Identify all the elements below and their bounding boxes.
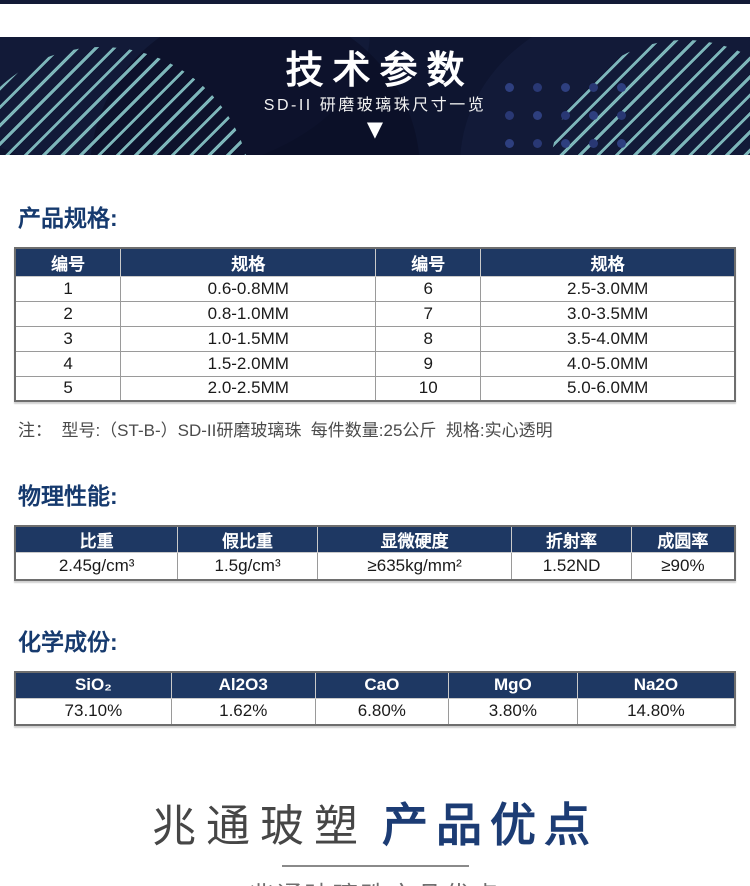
cell-size: 0.8-1.0MM	[120, 300, 377, 327]
cell-size: 3.0-3.5MM	[480, 300, 736, 327]
column-header: Al2O3	[170, 671, 316, 699]
column-header: 比重	[14, 525, 179, 553]
cell-size: 1.5-2.0MM	[120, 350, 377, 377]
cell-number: 3	[14, 325, 122, 352]
physical-table-header-row: 比重 假比重 显微硬度 折射率 成圆率	[14, 525, 736, 553]
cell-value: 1.52ND	[511, 552, 632, 580]
column-header: 编号	[375, 247, 482, 277]
chemical-composition-table: SiO₂ Al2O3 CaO MgO Na2O 73.10% 1.62% 6.8…	[14, 670, 736, 726]
cell-number: 1	[14, 275, 122, 302]
cell-value: 1.5g/cm³	[177, 552, 318, 580]
cell-value: 6.80%	[314, 698, 449, 725]
spec-section-heading: 产品规格:	[18, 205, 118, 231]
column-header: 显微硬度	[316, 525, 513, 553]
cell-value: 73.10%	[14, 698, 172, 725]
cell-size: 1.0-1.5MM	[120, 325, 377, 352]
column-header: 折射率	[511, 525, 632, 553]
banner: 技术参数 SD-II 研磨玻璃珠尺寸一览 ▼	[0, 37, 750, 155]
table-row: 1 0.6-0.8MM 6 2.5-3.0MM	[14, 275, 736, 302]
cell-number: 7	[375, 300, 482, 327]
cell-size: 2.5-3.0MM	[480, 275, 736, 302]
column-header: MgO	[447, 671, 578, 699]
top-divider-strip	[0, 0, 750, 4]
cell-size: 3.5-4.0MM	[480, 325, 736, 352]
footer-divider-line	[281, 864, 469, 867]
cell-number: 9	[375, 350, 482, 377]
spec-note: 注： 型号:（ST-B-）SD-II研磨玻璃珠 每件数量:25公斤 规格:实心透…	[18, 421, 553, 440]
column-header: SiO₂	[14, 671, 172, 699]
cell-value: 14.80%	[576, 698, 736, 725]
spec-table: 编号 规格 编号 规格 1 0.6-0.8MM 6 2.5-3.0MM 2 0.…	[14, 247, 736, 402]
cell-number: 10	[375, 375, 482, 402]
cell-size: 5.0-6.0MM	[480, 375, 736, 402]
column-header: 规格	[120, 247, 377, 277]
column-header: CaO	[314, 671, 449, 699]
footer-title: 产品优点	[382, 798, 598, 851]
chemical-section-heading: 化学成份:	[18, 628, 118, 655]
cell-value: 3.80%	[447, 698, 578, 725]
table-row: 4 1.5-2.0MM 9 4.0-5.0MM	[14, 350, 736, 377]
chemical-table-header-row: SiO₂ Al2O3 CaO MgO Na2O	[14, 671, 736, 699]
banner-content: 技术参数 SD-II 研磨玻璃珠尺寸一览 ▼	[0, 37, 750, 140]
table-row: 73.10% 1.62% 6.80% 3.80% 14.80%	[14, 698, 736, 725]
column-header: 假比重	[177, 525, 318, 553]
table-row: 2 0.8-1.0MM 7 3.0-3.5MM	[14, 300, 736, 327]
down-arrow-icon: ▼	[366, 117, 384, 141]
dot-grid-icon	[505, 83, 626, 148]
cell-value: ≥635kg/mm²	[316, 552, 513, 580]
cell-size: 2.0-2.5MM	[120, 375, 377, 402]
table-row: 2.45g/cm³ 1.5g/cm³ ≥635kg/mm² 1.52ND ≥90…	[14, 552, 736, 580]
column-header: 编号	[14, 247, 122, 277]
table-row: 3 1.0-1.5MM 8 3.5-4.0MM	[14, 325, 736, 352]
banner-subtitle: SD-II 研磨玻璃珠尺寸一览	[263, 97, 487, 114]
cell-value: 1.62%	[170, 698, 316, 725]
cell-number: 5	[14, 375, 122, 402]
cell-number: 6	[375, 275, 482, 302]
cell-number: 8	[375, 325, 482, 352]
cell-number: 2	[14, 300, 122, 327]
cell-value: ≥90%	[630, 552, 736, 580]
cell-value: 2.45g/cm³	[14, 552, 179, 580]
table-row: 5 2.0-2.5MM 10 5.0-6.0MM	[14, 375, 736, 402]
column-header: 规格	[480, 247, 736, 277]
banner-title: 技术参数	[285, 50, 474, 92]
brand-name: 兆通玻塑	[152, 801, 368, 851]
cell-size: 0.6-0.8MM	[120, 275, 377, 302]
column-header: Na2O	[576, 671, 736, 699]
physical-properties-table: 比重 假比重 显微硬度 折射率 成圆率 2.45g/cm³ 1.5g/cm³ ≥…	[14, 525, 736, 581]
cell-size: 4.0-5.0MM	[480, 350, 736, 377]
footer-subtitle: 兆通玻璃珠产品优点	[0, 876, 750, 886]
physical-section-heading: 物理性能:	[18, 483, 118, 509]
footer-title-row: 兆通玻塑 产品优点	[0, 789, 750, 855]
cell-number: 4	[14, 350, 122, 377]
spec-table-header-row: 编号 规格 编号 规格	[14, 247, 736, 277]
column-header: 成圆率	[630, 525, 736, 553]
